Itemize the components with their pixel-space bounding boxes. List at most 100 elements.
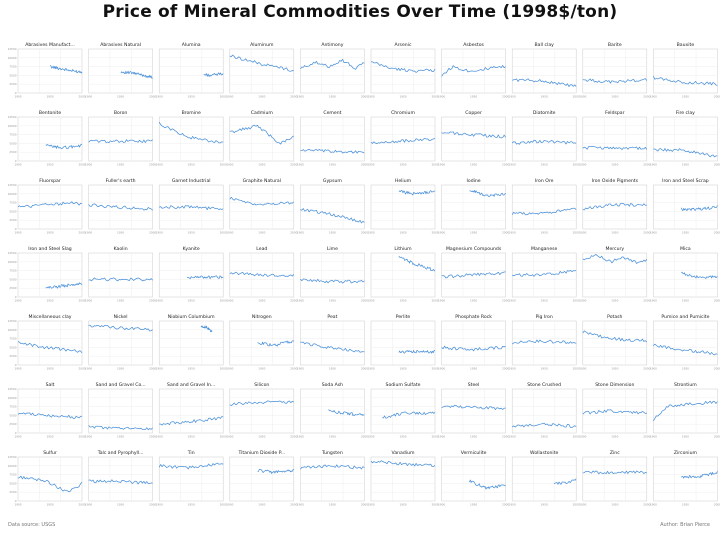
x-tick-label: 1900 <box>650 435 657 439</box>
panel-title: Kaolin <box>114 246 128 252</box>
panel-title: Iron Oxide Pigments <box>592 178 639 184</box>
panel-title: Barite <box>608 42 622 48</box>
series-line <box>512 78 577 87</box>
x-tick-label: 1900 <box>438 163 445 167</box>
y-tick-label: 10000 <box>8 124 17 128</box>
x-tick-label: 1900 <box>650 367 657 371</box>
y-tick-label: 12500 <box>8 115 17 119</box>
x-tick-label: 1900 <box>579 299 586 303</box>
x-tick-label: 2000 <box>220 503 227 507</box>
panel: Manganese 1900 1950 2000 <box>509 246 580 303</box>
x-tick-label: 2000 <box>361 95 368 99</box>
x-tick-label: 1900 <box>85 435 92 439</box>
x-tick-label: 1950 <box>117 503 124 507</box>
panel-title: Cement <box>323 110 341 116</box>
x-tick-label: 1900 <box>226 231 233 235</box>
y-tick-label: 0 <box>15 363 17 367</box>
x-tick-label: 2000 <box>573 435 580 439</box>
x-tick-label: 1900 <box>438 367 445 371</box>
panel-title: Mica <box>680 246 691 252</box>
series-line <box>680 205 718 212</box>
series-line <box>229 271 295 277</box>
x-tick-label: 1900 <box>156 95 163 99</box>
panel-title: Stone Crushed <box>527 382 561 388</box>
x-tick-label: 2000 <box>149 367 156 371</box>
x-tick-label: 1900 <box>579 367 586 371</box>
x-tick-label: 1900 <box>438 435 445 439</box>
panel: Boron 1900 1950 2000 <box>85 110 156 167</box>
x-tick-label: 2000 <box>573 95 580 99</box>
x-tick-label: 1900 <box>297 503 304 507</box>
panel: Copper 1900 1950 2000 <box>438 110 509 167</box>
panel-frame <box>511 48 577 94</box>
panel-title: Potash <box>607 314 622 320</box>
panel-frame <box>582 456 648 502</box>
series-line <box>158 462 224 470</box>
series-line <box>582 254 648 264</box>
x-tick-label: 1950 <box>541 299 548 303</box>
series-line <box>441 131 506 139</box>
series-line <box>398 350 436 354</box>
panel: Cement 1900 1950 2000 <box>297 110 368 167</box>
x-tick-label: 1900 <box>438 231 445 235</box>
x-tick-label: 1950 <box>682 163 689 167</box>
x-tick-label: 1900 <box>509 503 516 507</box>
panel-title: Pumice and Pumicite <box>661 314 709 320</box>
x-tick-label: 1900 <box>297 95 304 99</box>
x-tick-label: 1950 <box>329 231 336 235</box>
panel-title: Wollastonite <box>530 450 558 456</box>
x-tick-label: 1900 <box>438 299 445 303</box>
panel-frame <box>300 48 365 94</box>
x-tick-label: 1900 <box>509 163 516 167</box>
x-tick-label: 1950 <box>258 299 265 303</box>
panel-title: Vermiculite <box>461 450 487 456</box>
x-tick-label: 1900 <box>14 503 21 507</box>
x-tick-label: 1950 <box>188 231 195 235</box>
panel: Talc and Pyrophyll... 1900 1950 2000 <box>85 450 156 507</box>
x-tick-label: 2000 <box>220 95 227 99</box>
panel: Vanadium 1900 1950 2000 <box>367 450 438 507</box>
x-tick-label: 1950 <box>329 95 336 99</box>
series-line <box>229 124 294 145</box>
panel-frame <box>441 252 506 298</box>
series-line <box>512 269 577 277</box>
y-tick-label: 7500 <box>9 65 16 69</box>
x-tick-label: 1900 <box>226 435 233 439</box>
panel: Graphite Natural 1900 1950 2000 <box>226 178 297 235</box>
x-tick-label: 1900 <box>85 163 92 167</box>
panel-title: Alumina <box>182 42 201 48</box>
panel: Sodium Sulfate 1900 1950 2000 <box>367 382 438 439</box>
x-tick-label: 1950 <box>541 503 548 507</box>
panel: Abrasives Manufact... 1900 1950 2000 0 2500 50… <box>8 42 86 99</box>
x-tick-label: 2000 <box>643 95 650 99</box>
panel-title: Abrasives Manufact... <box>25 42 75 48</box>
panel-frame <box>653 184 718 230</box>
y-tick-label: 10000 <box>8 192 17 196</box>
x-tick-label: 2000 <box>714 231 720 235</box>
panel: Fire clay 1900 1950 2000 <box>650 110 720 167</box>
x-tick-label: 1900 <box>156 367 163 371</box>
series-line <box>50 65 83 74</box>
x-tick-label: 1950 <box>682 435 689 439</box>
panel-frame <box>511 116 577 162</box>
series-line <box>511 422 577 428</box>
panel-title: Bromine <box>182 110 201 116</box>
x-tick-label: 2000 <box>643 435 650 439</box>
panel: Asbestos 1900 1950 2000 <box>438 42 509 99</box>
x-tick-label: 2000 <box>714 367 720 371</box>
panel-frame <box>229 184 295 230</box>
panel-title: Ball clay <box>535 42 555 48</box>
panel: Iron and Steel Scrap 1900 1950 2000 <box>650 178 720 235</box>
x-tick-label: 1950 <box>541 231 548 235</box>
x-tick-label: 1900 <box>367 367 374 371</box>
panel-title: Graphite Natural <box>243 178 281 184</box>
series-line <box>441 271 506 279</box>
panel-frame <box>158 252 224 298</box>
x-tick-label: 2000 <box>361 367 368 371</box>
panel: Diatomite 1900 1950 2000 <box>509 110 580 167</box>
panel-title: Steel <box>468 382 480 388</box>
x-tick-label: 1950 <box>46 95 53 99</box>
panel: Gypsum 1900 1950 2000 <box>297 178 368 235</box>
x-tick-label: 2000 <box>431 299 438 303</box>
x-tick-label: 2000 <box>502 95 509 99</box>
